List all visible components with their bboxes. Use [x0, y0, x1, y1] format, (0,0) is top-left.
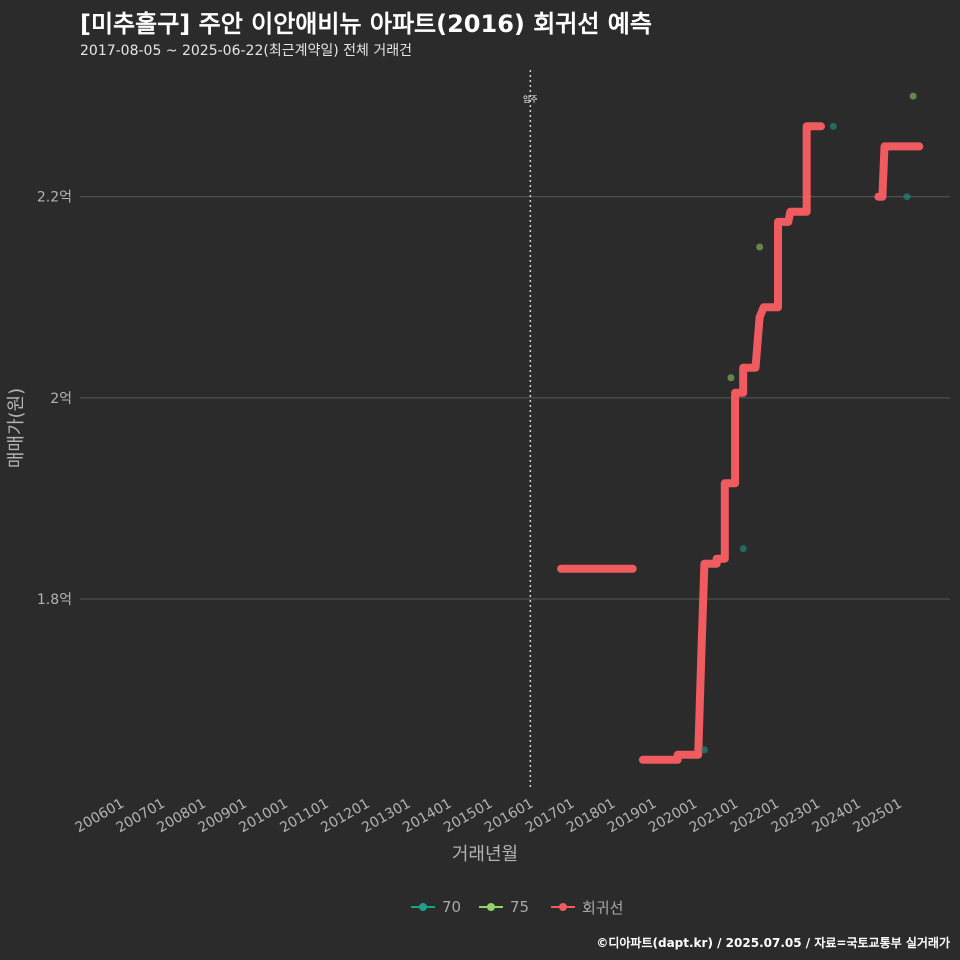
legend-item-regression: 회귀선	[550, 896, 623, 918]
chart-subtitle: 2017-08-05 ~ 2025-06-22(최근계약일) 전체 거래건	[80, 43, 412, 59]
legend-dot-70	[419, 903, 427, 911]
point-75-2	[909, 92, 917, 100]
y-tick-label-1: 2억	[50, 391, 72, 407]
point-75-1	[756, 243, 764, 251]
point-70-3	[903, 193, 911, 201]
legend-key-75	[478, 896, 504, 918]
regression-segment-2	[874, 142, 924, 201]
point-75-0	[727, 374, 735, 382]
source-caption: ©디아파트(dapt.kr) / 2025.07.05 / 자료=국토교통부 실…	[596, 936, 950, 950]
legend-key-70	[410, 896, 436, 918]
point-70-2	[829, 122, 837, 130]
point-70-0	[700, 746, 708, 754]
x-axis-title: 거래년월	[452, 844, 518, 865]
y-tick-label-2: 2.2억	[37, 190, 72, 206]
legend-label-70: 70	[442, 898, 462, 916]
legend-key-regression	[550, 896, 576, 918]
movein-label: 입주	[523, 95, 538, 104]
y-tick-label-0: 1.8억	[37, 592, 72, 608]
legend-label-regression: 회귀선	[582, 898, 624, 917]
legend-item-75: 75	[478, 896, 529, 918]
y-axis-title: 매매가(원)	[6, 388, 27, 468]
chart-title: [미추홀구] 주안 이안애비뉴 아파트(2016) 회귀선 예측	[80, 10, 652, 38]
legend-item-70: 70	[410, 896, 461, 918]
legend-dot-75	[487, 903, 495, 911]
regression-segment-1	[638, 122, 825, 764]
legend-label-75: 75	[510, 898, 530, 916]
legend-dot-regression	[559, 903, 567, 911]
legend: 70 75 회귀선	[0, 896, 960, 918]
point-70-1	[739, 545, 747, 553]
